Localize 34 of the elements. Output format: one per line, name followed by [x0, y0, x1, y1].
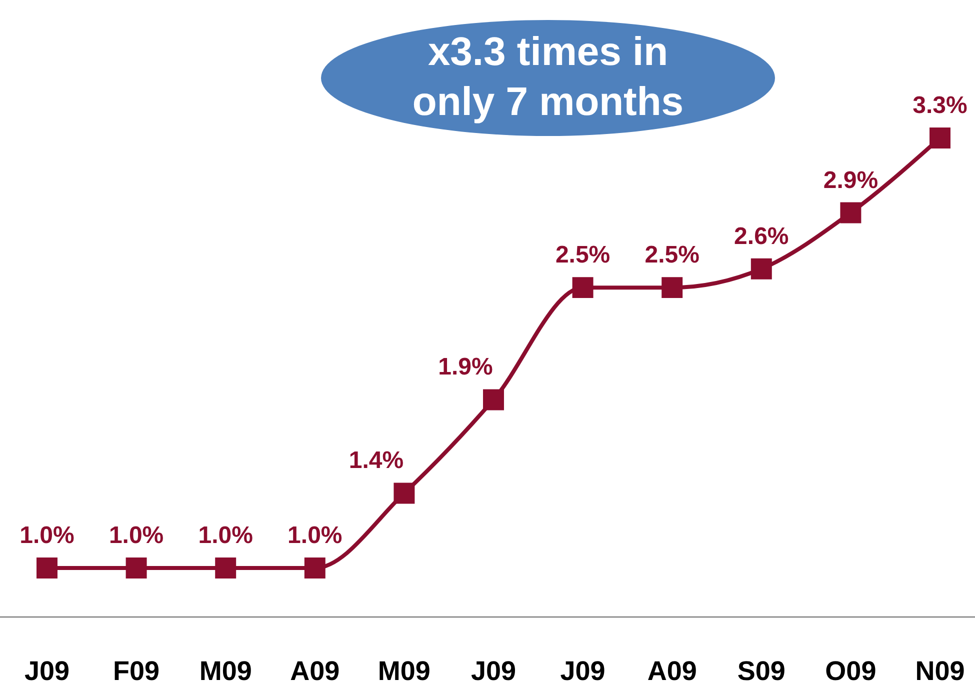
data-label: 2.9% — [823, 166, 878, 194]
x-tick-label: M09 — [378, 656, 430, 686]
data-label: 1.0% — [198, 522, 253, 549]
data-label: 2.5% — [644, 242, 700, 269]
x-tick-label: A09 — [290, 656, 340, 686]
data-label: 1.0% — [288, 522, 342, 549]
data-label: 1.0% — [108, 522, 164, 549]
x-tick-label: M09 — [199, 656, 252, 686]
data-label: 1.4% — [348, 447, 404, 474]
point — [930, 128, 950, 148]
x-tick-label: J09 — [560, 656, 606, 686]
text: x3.3 times in only 7 months — [412, 30, 684, 124]
data-label: 3.3% — [912, 92, 968, 119]
data-label: 1.0% — [20, 522, 74, 549]
point — [840, 202, 862, 224]
point — [483, 389, 504, 410]
data-label: 2.5% — [555, 242, 610, 269]
x-tick-label: O09 — [825, 656, 876, 686]
x-tick-label: N09 — [915, 656, 965, 686]
point — [662, 277, 683, 298]
x-tick-label: J09 — [470, 656, 516, 686]
x-tick-label: F09 — [113, 656, 160, 686]
x-tick-label: A09 — [647, 656, 697, 686]
point — [215, 558, 236, 578]
point — [750, 258, 772, 280]
point — [572, 277, 594, 298]
data-label: 2.6% — [734, 222, 789, 250]
data-label: 1.9% — [438, 354, 493, 381]
point — [36, 558, 58, 578]
x-tick-label: S09 — [737, 656, 786, 686]
point — [126, 558, 147, 578]
point — [304, 558, 326, 578]
point — [394, 482, 415, 504]
x-tick-label: J09 — [24, 656, 70, 686]
